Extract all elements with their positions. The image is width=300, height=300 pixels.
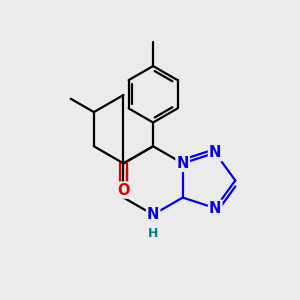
Text: N: N xyxy=(209,201,221,216)
Text: H: H xyxy=(148,227,158,241)
Text: N: N xyxy=(176,156,189,171)
Text: N: N xyxy=(147,207,159,222)
Text: O: O xyxy=(117,183,130,198)
Text: N: N xyxy=(209,145,221,160)
